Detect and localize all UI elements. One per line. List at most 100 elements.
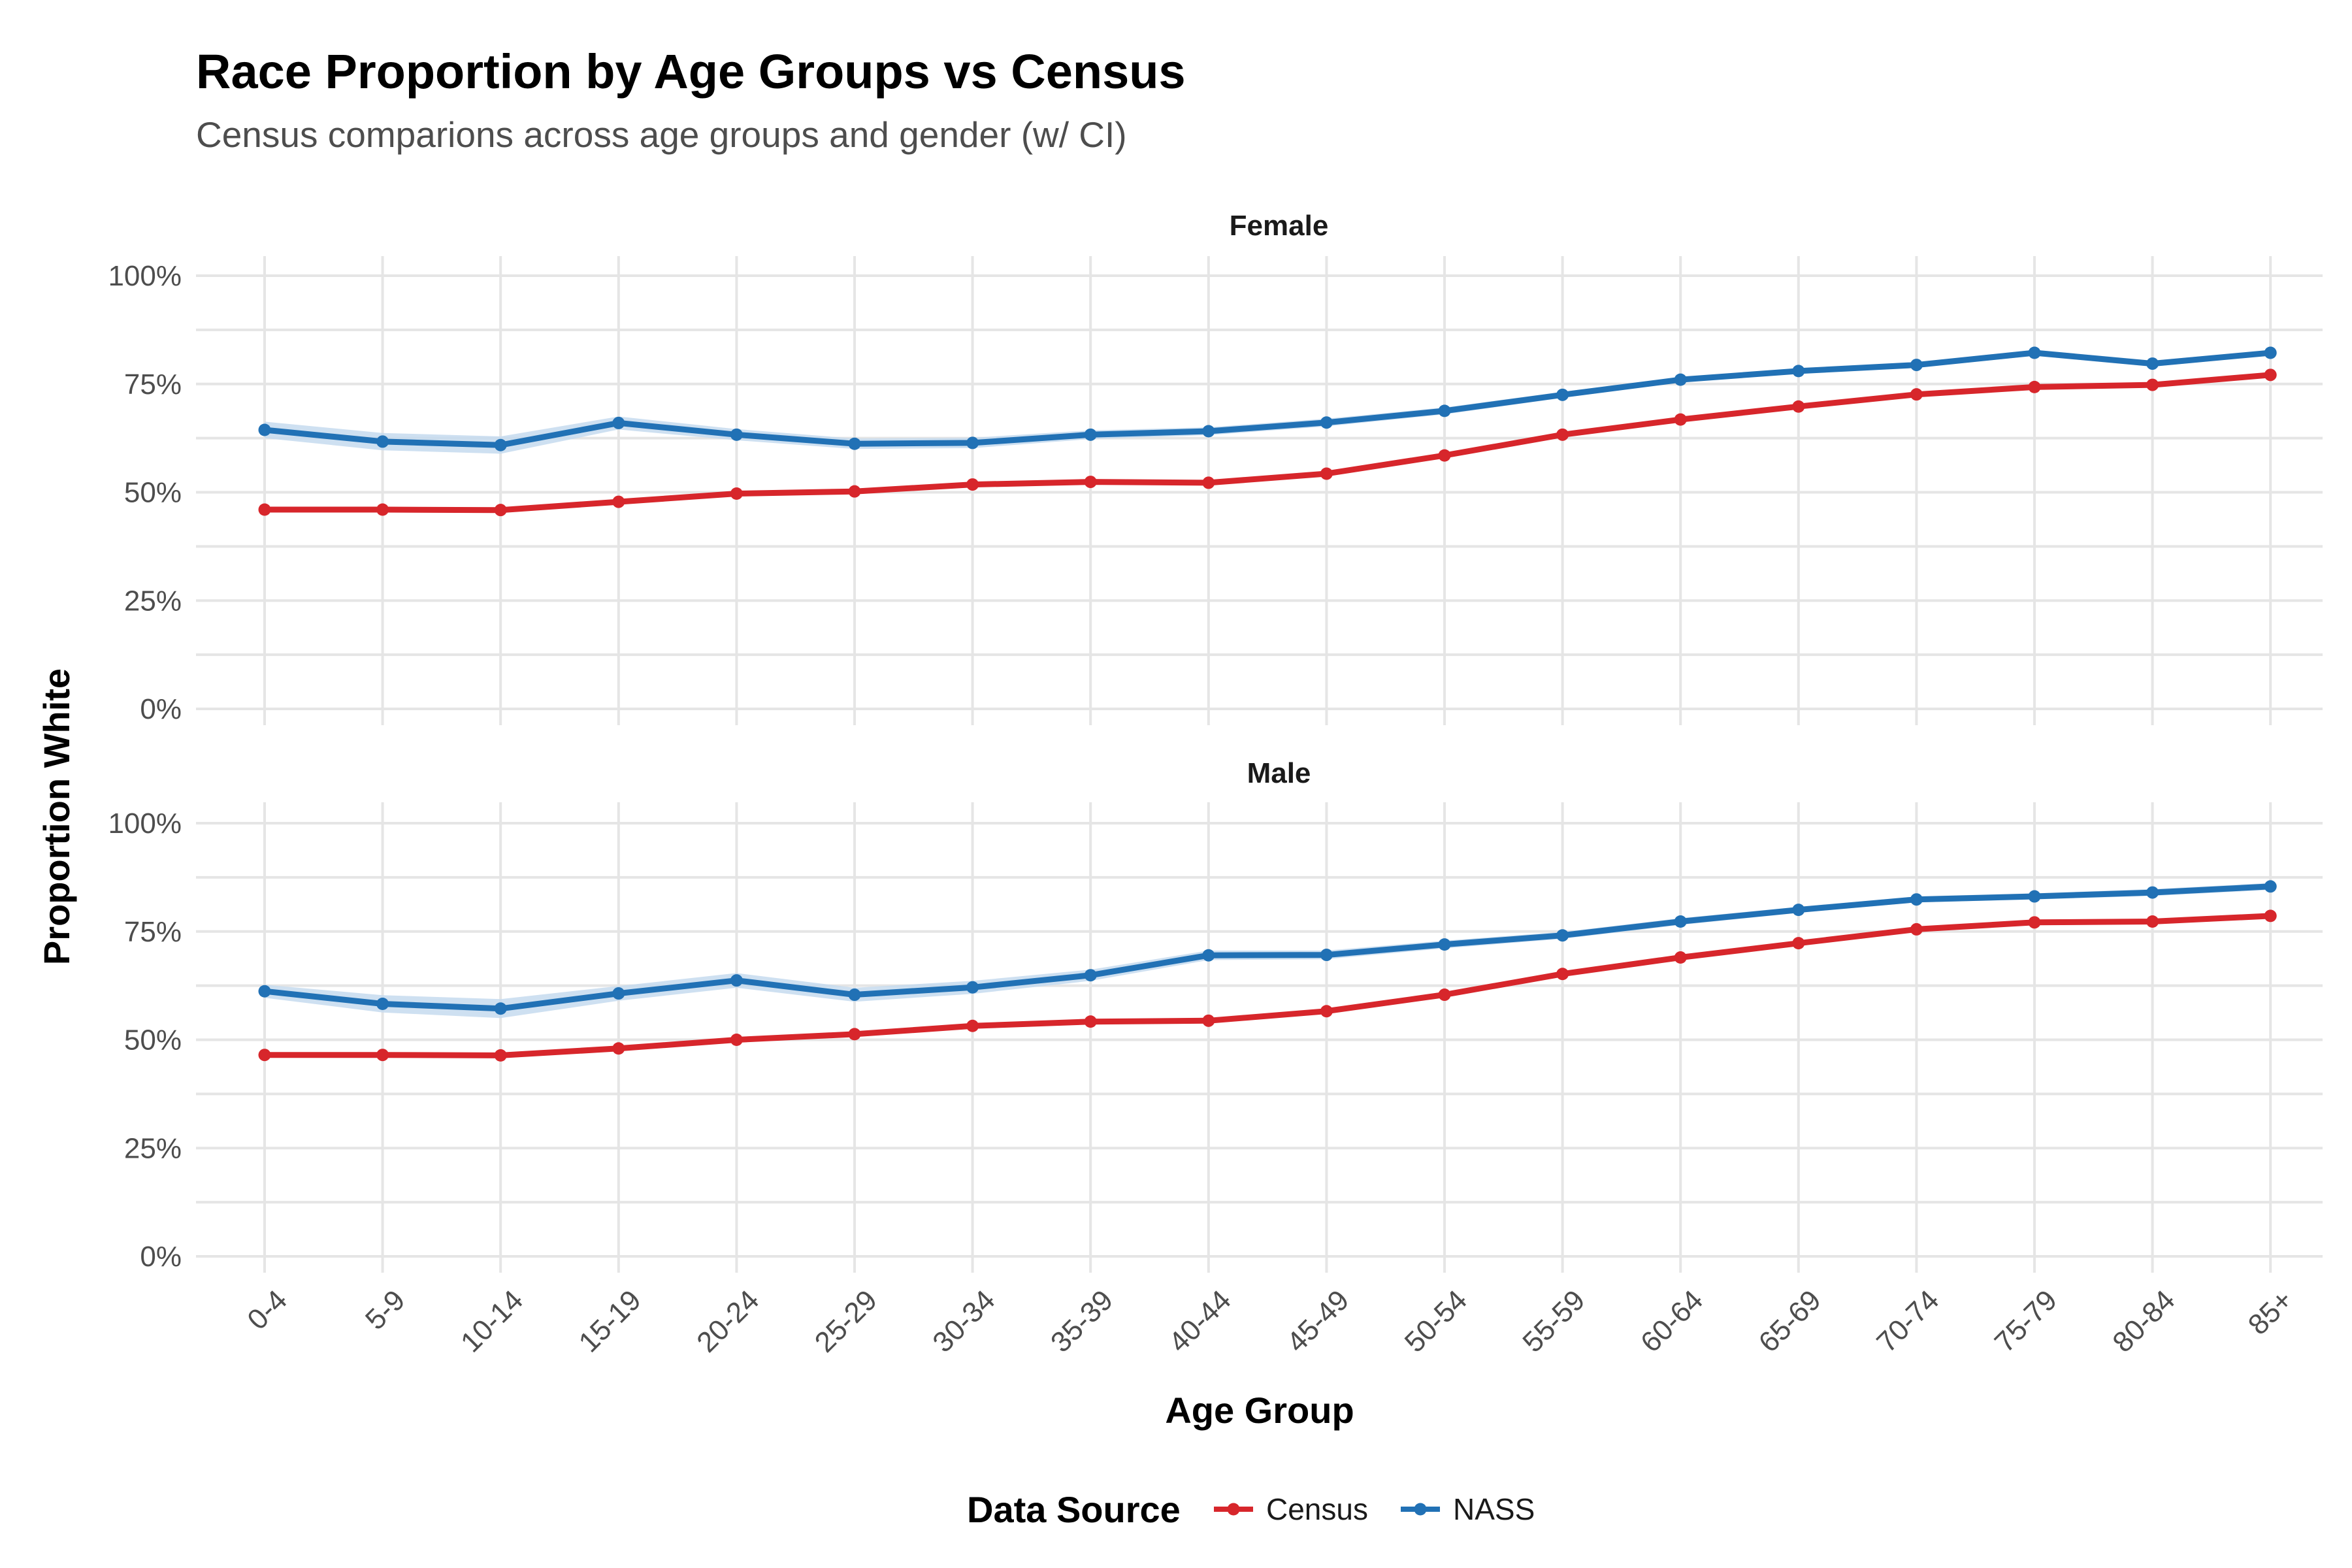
data-point — [848, 485, 861, 498]
data-point — [1910, 359, 1923, 372]
data-point — [1910, 893, 1923, 906]
x-tick-label: 40-44 — [1163, 1284, 1237, 1358]
data-point — [1438, 938, 1451, 951]
data-point — [1438, 404, 1451, 417]
data-point — [494, 504, 507, 517]
y-tick-label: 25% — [124, 1132, 182, 1164]
data-point — [1674, 951, 1687, 964]
data-point — [1320, 467, 1333, 480]
legend: Data Source Census NASS — [967, 1489, 1535, 1530]
x-tick-label: 75-79 — [1989, 1284, 2063, 1358]
chart-title: Race Proportion by Age Groups vs Census — [196, 44, 1186, 99]
data-point — [2264, 368, 2277, 382]
x-tick-label: 65-69 — [1753, 1284, 1827, 1358]
x-tick-label: 30-34 — [926, 1284, 1001, 1358]
series-line-census — [261, 913, 2274, 1058]
x-tick-label: 20-24 — [691, 1284, 765, 1358]
y-tick-label: 0% — [140, 693, 182, 725]
data-point — [1556, 929, 1569, 942]
data-point — [1084, 969, 1097, 982]
data-point — [258, 1049, 271, 1062]
data-point — [376, 997, 389, 1010]
x-tick-label: 10-14 — [455, 1284, 529, 1358]
legend-title: Data Source — [967, 1489, 1181, 1530]
data-point — [848, 988, 861, 1002]
data-point — [1438, 988, 1451, 1002]
data-point — [612, 987, 625, 1000]
data-point — [1556, 388, 1569, 401]
x-tick-label: 85+ — [2242, 1284, 2299, 1341]
y-tick-label: 100% — [108, 808, 182, 840]
data-point — [2146, 886, 2159, 899]
data-point — [612, 1042, 625, 1055]
data-point — [376, 503, 389, 516]
data-point — [1202, 949, 1215, 962]
data-point — [1910, 923, 1923, 936]
data-point — [612, 416, 625, 429]
data-point — [1438, 449, 1451, 462]
x-tick-label: 60-64 — [1635, 1284, 1709, 1358]
data-point — [258, 503, 271, 516]
y-tick-label: 25% — [124, 585, 182, 617]
y-axis-title: Proportion White — [36, 668, 77, 965]
panel-strip-label: Female — [1230, 210, 1329, 242]
data-point — [1202, 476, 1215, 489]
x-tick-label: 80-84 — [2106, 1284, 2181, 1358]
data-point — [2264, 909, 2277, 923]
x-tick-label: 45-49 — [1281, 1284, 1355, 1358]
series-line-census — [261, 372, 2274, 514]
data-point — [1084, 1015, 1097, 1028]
data-point — [966, 981, 979, 994]
x-tick-label: 55-59 — [1516, 1284, 1591, 1358]
data-point — [730, 1034, 743, 1046]
x-tick-label: 25-29 — [809, 1284, 883, 1358]
legend-label-census: Census — [1266, 1492, 1368, 1526]
data-point — [494, 1049, 507, 1062]
legend-key-point-nass — [1414, 1503, 1427, 1516]
data-point — [376, 1049, 389, 1062]
panel-male: Male 0% 25% 50% 75% 100% 0-4 5-9 10-14 15-19 20-24… — [108, 757, 2323, 1359]
data-point — [1556, 428, 1569, 441]
data-point — [848, 1028, 861, 1041]
legend-label-nass: NASS — [1453, 1492, 1535, 1526]
data-point — [376, 435, 389, 448]
data-point — [2264, 346, 2277, 359]
legend-key-point-census — [1227, 1503, 1240, 1516]
data-point — [258, 423, 271, 436]
data-point — [2028, 890, 2041, 903]
x-tick-label: 35-39 — [1045, 1284, 1119, 1358]
data-point — [1792, 400, 1805, 413]
data-point — [1674, 915, 1687, 928]
x-tick-label: 15-19 — [573, 1284, 647, 1358]
x-axis-title: Age Group — [1165, 1390, 1354, 1431]
data-point — [494, 1002, 507, 1015]
data-point — [1202, 1014, 1215, 1027]
data-point — [730, 974, 743, 987]
data-point — [966, 1019, 979, 1032]
data-point — [966, 478, 979, 491]
panel-female: Female 0% 25% 50% 75% 100% — [108, 210, 2323, 725]
x-tick-label: 0-4 — [241, 1284, 293, 1336]
y-tick-label: 100% — [108, 260, 182, 292]
x-tick-label: 50-54 — [1399, 1284, 1473, 1358]
data-point — [730, 428, 743, 441]
data-point — [1556, 968, 1569, 981]
data-point — [1320, 949, 1333, 962]
data-point — [2264, 880, 2277, 893]
data-point — [1320, 416, 1333, 429]
x-tick-label: 70-74 — [1870, 1284, 1945, 1358]
data-point — [966, 436, 979, 449]
data-point — [2146, 915, 2159, 928]
data-point — [1792, 904, 1805, 917]
data-point — [1320, 1005, 1333, 1018]
data-point — [2146, 357, 2159, 370]
chart-panels: Female 0% 25% 50% 75% 100% Male 0% 25% 50% 75% 100%… — [108, 210, 2323, 1359]
data-point — [1792, 365, 1805, 378]
data-point — [1084, 428, 1097, 441]
y-tick-label: 0% — [140, 1241, 182, 1273]
data-point — [612, 495, 625, 508]
panel-strip-label: Male — [1247, 757, 1311, 789]
series-line-nass — [261, 883, 2274, 1012]
data-point — [848, 437, 861, 450]
